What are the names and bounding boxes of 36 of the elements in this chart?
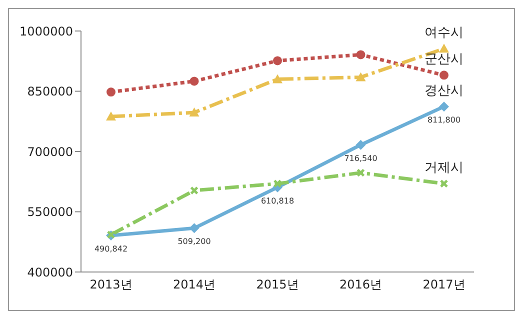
point (190, 186, 198, 195)
point (273, 56, 282, 66)
point (356, 72, 366, 82)
y-tick-label: 400000 (27, 265, 73, 280)
data-label: 716,540 (344, 154, 378, 163)
y-tick-label: 850000 (27, 84, 73, 99)
point (273, 179, 282, 188)
point (356, 140, 366, 150)
data-label: 811,800 (427, 116, 461, 125)
point (189, 223, 200, 234)
y-tick-label: 1000000 (20, 24, 73, 38)
x-tick-label: 2013년 (90, 278, 132, 292)
x-tick-label: 2016년 (339, 278, 382, 292)
point (189, 108, 200, 117)
y-tick-label: 550000 (27, 205, 73, 220)
point (106, 112, 116, 121)
data-label: 509,200 (178, 237, 211, 246)
x-tick-label: 2015년 (256, 278, 299, 292)
x-tick-label: 2014년 (172, 278, 216, 292)
point (439, 44, 449, 53)
data-label: 490,842 (94, 244, 128, 254)
x-tick-label: 2017년 (422, 278, 466, 292)
point (440, 179, 448, 188)
point (190, 76, 199, 86)
point (106, 88, 116, 97)
series-label: 군산시 (424, 52, 464, 68)
point (272, 74, 282, 84)
point (356, 168, 365, 178)
data-label: 610,818 (260, 196, 294, 206)
y-tick-label: 700000 (27, 144, 73, 159)
series-label: 경산시 (424, 84, 464, 99)
point (440, 70, 448, 80)
point (439, 102, 449, 112)
series-label: 여수시 (424, 26, 464, 41)
series-label: 거제시 (424, 160, 464, 176)
point (356, 50, 366, 60)
